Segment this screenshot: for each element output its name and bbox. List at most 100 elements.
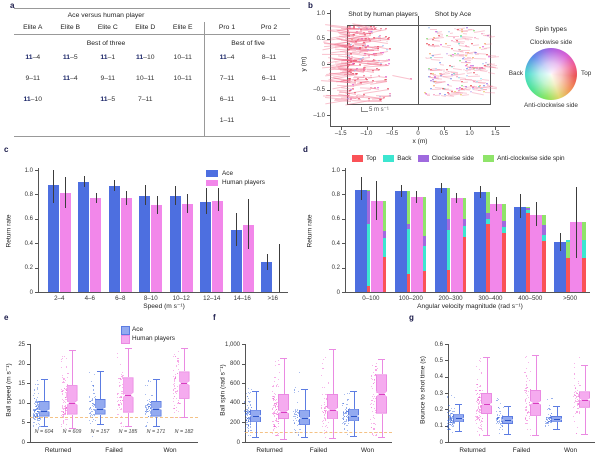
data-point [448,421,450,423]
data-point [248,424,250,426]
whisker-upper [283,357,285,394]
data-point [375,424,377,426]
legend-label: Human players [132,335,175,342]
data-point [370,422,372,425]
whisker-upper [535,355,537,390]
data-point [272,396,274,398]
shot-marker [347,80,350,83]
shot-marker [385,63,388,66]
shot-marker [349,72,352,75]
median-line [69,402,75,404]
data-point [372,417,374,419]
table-rule-header [14,34,290,35]
shot-marker [353,33,356,36]
data-point [172,398,174,400]
data-point [373,423,375,425]
data-point [452,425,454,427]
shot-marker [375,61,378,63]
whisker-cap-upper [329,348,336,350]
data-point [546,416,548,418]
data-point [346,399,348,401]
data-point [89,401,91,403]
shot-marker [444,43,447,46]
data-point [496,419,498,421]
box-human-fill [123,378,133,412]
bar-human [212,200,224,292]
median-line [301,417,308,419]
data-point [89,396,91,398]
data-point [249,411,251,413]
data-point [448,414,450,416]
bar-ace [169,195,181,292]
data-point [475,416,477,418]
shot-marker [476,88,479,91]
shot-marker [466,27,468,30]
data-point [272,384,274,386]
data-point [275,410,277,412]
data-point [295,411,297,413]
data-point [149,380,151,382]
bar-human [490,204,503,292]
data-point [323,417,325,419]
data-point [481,390,483,392]
data-point [246,408,248,410]
shot-marker [354,59,357,62]
data-point [248,416,251,418]
bar-ace [434,188,447,292]
data-point [144,384,146,386]
b-x-tick-label: 0 [416,131,420,137]
f-x-axis [245,442,392,443]
data-point [370,419,372,421]
data-point [177,403,179,405]
data-point [498,407,500,409]
d-x-tick-label: >500 [563,295,578,302]
data-point [94,398,96,400]
data-point [66,366,68,368]
data-point [478,359,480,361]
e-y-tick-label: 0 [21,439,25,446]
data-point [33,389,35,391]
error-bar-ace [53,170,55,203]
d-y-tick-label: 0.8 [331,191,340,198]
b-x-tick [418,127,419,130]
spin-legend-label: Anti-clockwise side spin [497,154,565,162]
error-bar-human [126,190,128,206]
data-point [525,402,527,404]
data-point [65,397,67,399]
data-point [65,401,67,404]
shot-marker [351,44,354,47]
shot-marker [354,81,356,84]
data-point [176,409,178,411]
data-point [122,394,125,396]
shot-marker [364,33,367,36]
data-point [576,392,578,394]
data-point [299,429,301,431]
d-y-tick-label: 0 [336,289,340,296]
b-x-tick [366,127,368,130]
data-point [549,414,551,416]
data-point [273,425,275,427]
shot-marker [439,93,442,96]
whisker-cap-upper [553,406,560,408]
data-point [499,420,501,422]
panel-d-ylabel: Return rate [306,214,314,248]
data-point [120,409,123,411]
median-line [378,393,385,395]
data-point [449,428,451,430]
data-point [480,409,482,411]
data-point [452,432,454,434]
data-point [121,376,123,378]
data-point [480,403,482,405]
data-point [295,417,297,419]
c-y-tick [35,218,38,220]
data-point [371,411,373,413]
error-bar-human [376,180,378,220]
data-point [33,398,35,400]
data-point [526,384,528,386]
shot-marker [360,57,363,60]
data-point [145,404,147,406]
data-point [524,399,526,401]
data-point [322,367,324,369]
data-point [477,392,479,394]
data-point [452,411,455,413]
